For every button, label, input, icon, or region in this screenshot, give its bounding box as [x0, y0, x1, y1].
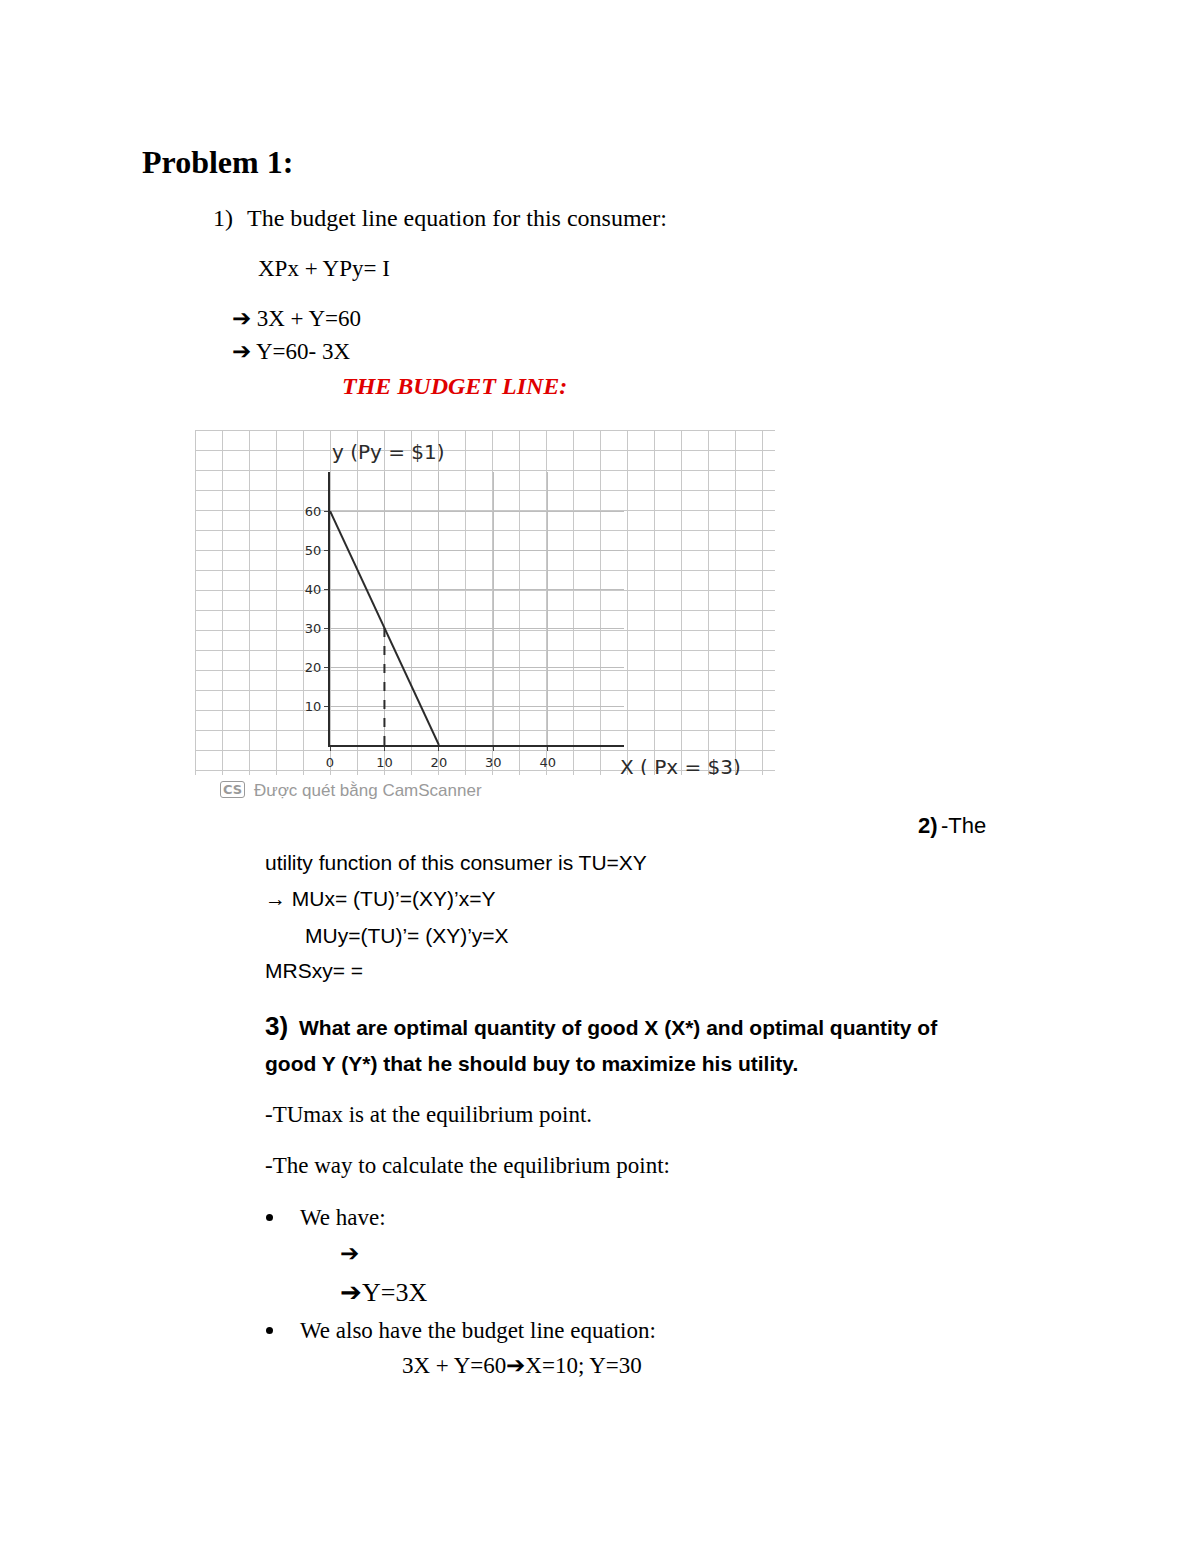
svg-text:50: 50: [305, 543, 322, 558]
html-text:➔Y=3X: ➔Y=3X: [340, 1278, 428, 1307]
svg-text:y (Py = $1): y (Py = $1): [332, 440, 445, 464]
html-text:good Y (Y*) that he should buy: good Y (Y*) that he should buy to maximi…: [265, 1051, 799, 1075]
html-text:MRSxy= =: MRSxy= =: [265, 958, 363, 982]
html-text:-TUmax is at the equilibrium p: -TUmax is at the equilibrium point.: [265, 1101, 593, 1127]
html-text:➔ 3X + Y=60: ➔ 3X + Y=60: [232, 305, 362, 331]
svg-text:0: 0: [326, 755, 334, 770]
html-text:Problem 1:: Problem 1:: [142, 144, 294, 180]
html-text:3X + Y=60➔X=10; Y=30: 3X + Y=60➔X=10; Y=30: [402, 1352, 642, 1378]
html-text:3) What are optimal quantity o: 3) What are optimal quantity of good X (…: [265, 1011, 938, 1041]
html-text:utility function of this consu: utility function of this consumer is TU=…: [265, 850, 647, 874]
svg-text:40: 40: [305, 582, 322, 597]
html-text:1): 1): [213, 205, 233, 231]
svg-text:X ( Px = $3): X ( Px = $3): [620, 755, 741, 775]
html-text:Được quét bằng CamScanner: Được quét bằng CamScanner: [254, 780, 482, 800]
html-text:2) -The: 2) -The: [918, 813, 987, 838]
html-text:→ MUx= (TU)’=(XY)’x=Y: → MUx= (TU)’=(XY)’x=Y: [265, 886, 496, 910]
svg-text:60: 60: [305, 504, 322, 519]
svg-text:30: 30: [485, 755, 502, 770]
svg-text:20: 20: [305, 660, 322, 675]
html-text:MUy=(TU)’= (XY)’y=X: MUy=(TU)’= (XY)’y=X: [305, 923, 509, 947]
svg-text:10: 10: [305, 699, 322, 714]
html-text:➔ Y=60- 3X: ➔ Y=60- 3X: [232, 338, 350, 364]
html-text:CS: CS: [223, 782, 243, 797]
html-text:XPx + YPy= I: XPx + YPy= I: [258, 255, 390, 281]
html-text:The budget line equation for t: The budget line equation for this consum…: [247, 205, 667, 231]
html-text:We have:: We have:: [300, 1204, 386, 1230]
html-text:THE BUDGET LINE:: THE BUDGET LINE:: [342, 373, 568, 399]
svg-text:30: 30: [305, 621, 322, 636]
svg-text:20: 20: [431, 755, 448, 770]
svg-text:40: 40: [540, 755, 557, 770]
svg-text:10: 10: [376, 755, 393, 770]
html-text:We also have the budget line e: We also have the budget line equation:: [300, 1317, 656, 1343]
html-text:-The way to calculate the equi: -The way to calculate the equilibrium po…: [265, 1152, 670, 1178]
